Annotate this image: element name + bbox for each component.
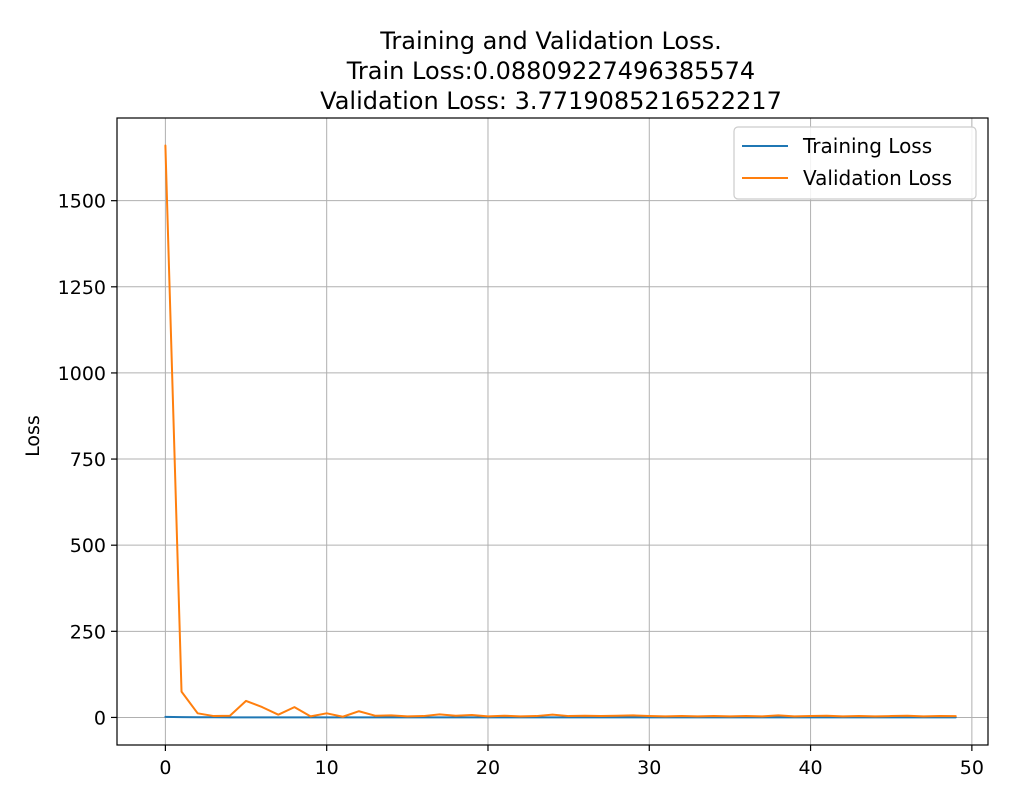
legend-box [733, 126, 977, 200]
x-tick-label-50: 50 [960, 757, 984, 779]
x-tick-label-0: 0 [159, 757, 171, 779]
series-line-validation-loss [164, 144, 957, 718]
y-tick-label-500: 500 [70, 535, 106, 557]
x-tick-label-40: 40 [798, 757, 822, 779]
y-tick-label-1500: 1500 [58, 191, 106, 213]
y-tick-label-250: 250 [70, 621, 106, 643]
chart-title-line-2: Train Loss:0.08809227496385574 [346, 57, 755, 85]
x-tick-label-30: 30 [637, 757, 661, 779]
plot-frame [116, 117, 989, 746]
legend-label-training-loss: Training Loss [802, 134, 932, 158]
y-tick-label-1250: 1250 [58, 277, 106, 299]
legend-label-validation-loss: Validation Loss [803, 166, 952, 190]
y-axis-label: Loss [22, 415, 44, 457]
legend: Training Loss Validation Loss [733, 126, 977, 200]
y-tick-label-1000: 1000 [58, 363, 106, 385]
y-tick-label-0: 0 [94, 707, 106, 729]
grid-layer [117, 118, 988, 745]
x-ticks: 0 10 20 30 40 50 [159, 745, 984, 779]
chart-title-line-1: Training and Validation Loss. [379, 27, 722, 55]
lines-layer [164, 144, 957, 719]
y-tick-label-750: 750 [70, 449, 106, 471]
chart-title-line-3: Validation Loss: 3.7719085216522217 [320, 87, 782, 115]
x-tick-label-10: 10 [315, 757, 339, 779]
x-tick-label-20: 20 [476, 757, 500, 779]
y-ticks: 0 250 500 750 1000 1250 1500 [58, 191, 117, 729]
